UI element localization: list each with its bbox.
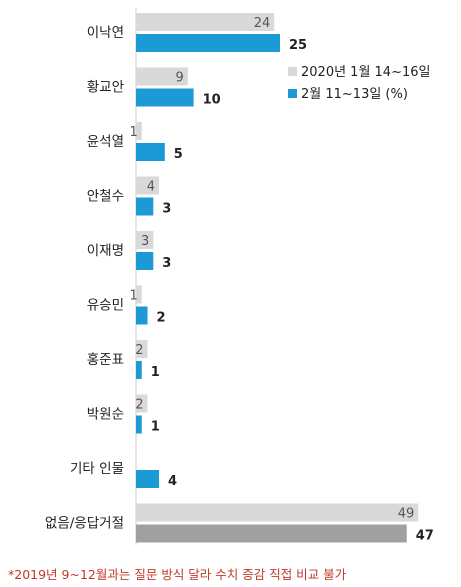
value-label-prev: 4 bbox=[147, 180, 155, 195]
value-label-prev: 2 bbox=[135, 398, 143, 413]
bar-prev bbox=[136, 231, 154, 249]
category-label: 유승민 bbox=[87, 298, 124, 314]
value-label-curr: 25 bbox=[289, 38, 307, 53]
value-label-prev: 24 bbox=[254, 16, 271, 31]
category-label: 황교안 bbox=[87, 80, 124, 96]
bar-curr bbox=[136, 197, 154, 216]
bar-curr bbox=[136, 34, 280, 52]
bar-prev bbox=[136, 176, 160, 195]
bar-prev bbox=[136, 394, 148, 413]
bar-prev bbox=[136, 67, 188, 86]
value-label-curr: 47 bbox=[416, 529, 434, 544]
category-label: 안철수 bbox=[87, 189, 124, 205]
value-label-curr: 1 bbox=[151, 420, 160, 435]
value-label-prev: 3 bbox=[141, 234, 149, 249]
bar-prev bbox=[136, 340, 148, 358]
value-label-curr: 3 bbox=[162, 256, 171, 271]
bar-curr bbox=[136, 143, 165, 161]
bar-curr bbox=[136, 252, 154, 270]
category-label: 홍준표 bbox=[87, 352, 124, 368]
bars-layer: 이낙연2425황교안910윤석열15안철수43이재명33유승민12홍준표21박원… bbox=[45, 13, 434, 544]
bar-curr bbox=[136, 88, 194, 107]
category-label: 기타 인물 bbox=[70, 461, 124, 477]
bar-prev bbox=[136, 122, 142, 140]
bar-prev bbox=[136, 13, 275, 31]
legend-swatch-prev bbox=[288, 67, 297, 76]
bar-curr bbox=[136, 470, 160, 488]
legend-swatch-curr bbox=[288, 89, 297, 98]
bar-curr bbox=[136, 524, 407, 543]
legend-label-curr: 2월 11~13일 (%) bbox=[301, 87, 408, 102]
bar-curr bbox=[136, 306, 148, 325]
value-label-curr: 2 bbox=[157, 311, 166, 326]
bar-prev bbox=[136, 503, 419, 522]
value-label-curr: 3 bbox=[162, 202, 171, 217]
bar-curr bbox=[136, 415, 142, 434]
category-label: 이낙연 bbox=[87, 25, 124, 41]
category-label: 이재명 bbox=[87, 243, 124, 259]
value-label-prev: 9 bbox=[176, 71, 184, 86]
value-label-curr: 5 bbox=[174, 147, 183, 162]
footnote: *2019년 9~12월과는 질문 방식 달라 수치 증감 직접 비교 불가 bbox=[8, 567, 347, 582]
bar-prev bbox=[136, 285, 142, 304]
bar-curr bbox=[136, 361, 142, 379]
category-label: 박원순 bbox=[87, 407, 124, 423]
value-label-prev: 1 bbox=[129, 289, 137, 304]
legend: 2020년 1월 14~16일 2월 11~13일 (%) bbox=[288, 65, 430, 102]
value-label-prev: 49 bbox=[398, 507, 415, 522]
value-label-curr: 10 bbox=[203, 93, 221, 108]
value-label-prev: 1 bbox=[129, 125, 137, 140]
legend-label-prev: 2020년 1월 14~16일 bbox=[301, 65, 430, 80]
category-label: 없음/응답거절 bbox=[45, 516, 124, 532]
category-label: 윤석열 bbox=[87, 134, 124, 150]
value-label-prev: 2 bbox=[135, 343, 143, 358]
value-label-curr: 4 bbox=[168, 474, 177, 489]
value-label-curr: 1 bbox=[151, 365, 160, 380]
